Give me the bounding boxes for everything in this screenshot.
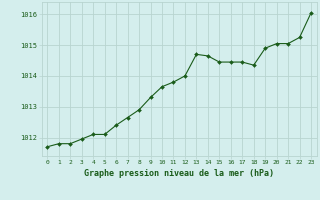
- X-axis label: Graphe pression niveau de la mer (hPa): Graphe pression niveau de la mer (hPa): [84, 169, 274, 178]
